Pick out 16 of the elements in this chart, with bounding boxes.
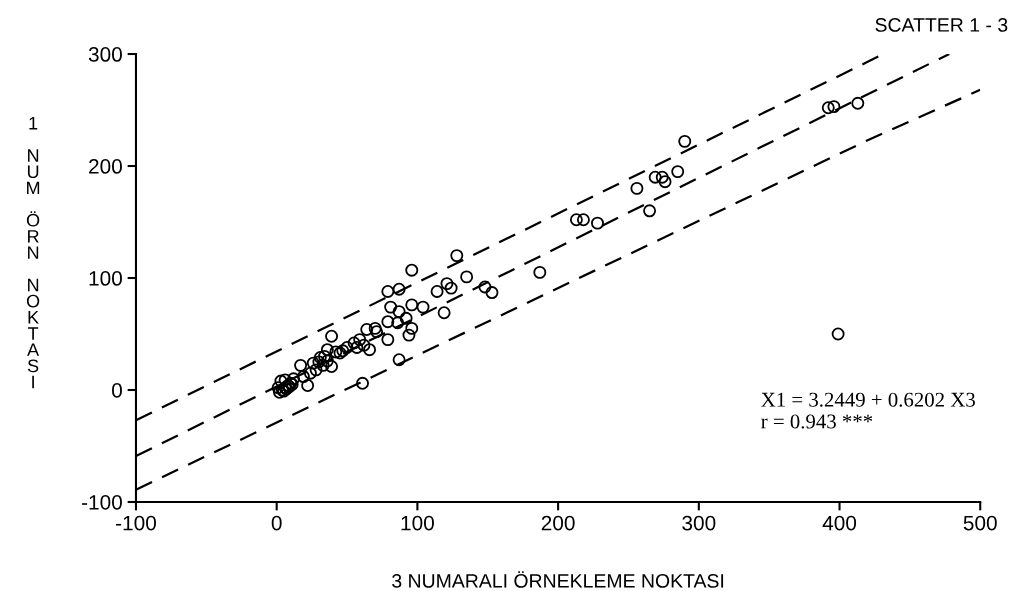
y-tick-label: 200 (89, 159, 122, 174)
x-tick-label: 400 (822, 515, 857, 531)
x-tick-label: 300 (682, 515, 716, 531)
x-axis-title: 3 NUMARALI ÖRNEKLEME NOKTASI (392, 571, 724, 588)
y-tick-label: 300 (88, 47, 122, 62)
y-tick-label: 0 (112, 383, 122, 398)
y-tick-label: 100 (89, 271, 122, 286)
text: 1 NUM ÖRN NOKTASI (26, 116, 40, 389)
chart-title: SCATTER 1 - 3 (875, 18, 1008, 32)
x-tick-label: 200 (541, 515, 575, 531)
x-tick-label: 0 (271, 515, 282, 531)
x-tick-label: 500 (963, 515, 997, 531)
x-tick-label: -100 (116, 515, 157, 531)
y-tick-label: -100 (82, 495, 122, 510)
x-tick-label: 100 (401, 515, 434, 531)
annotation: X1 = 3.2449 + 0.6202 X3 r = 0.943 *** (761, 392, 975, 429)
